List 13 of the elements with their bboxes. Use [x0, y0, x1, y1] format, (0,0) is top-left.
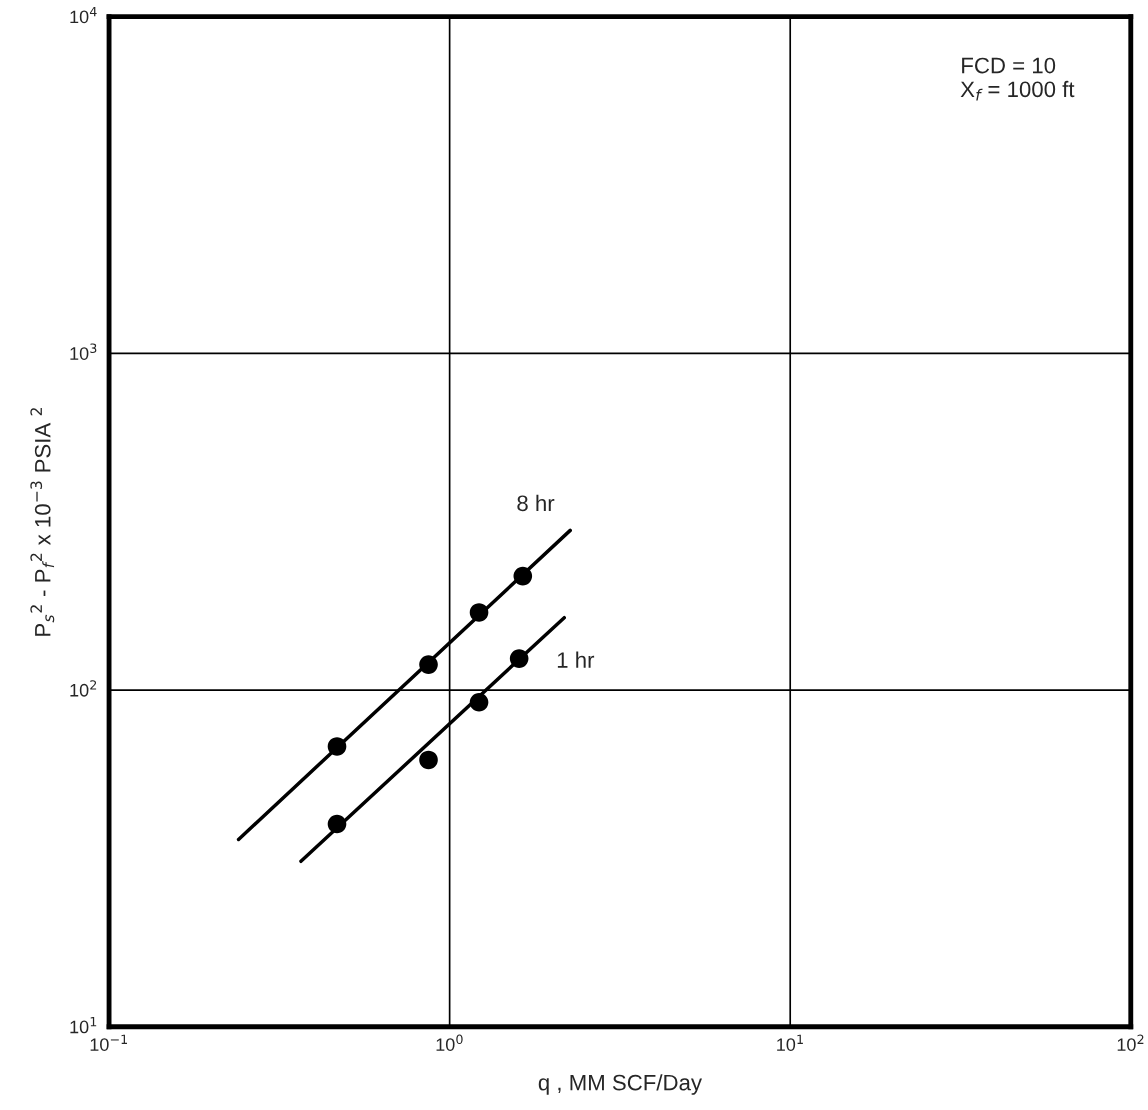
- y-tick-label: 10$^{4}$: [70, 6, 97, 24]
- y-tick-label: 10$^{3}$: [70, 343, 97, 360]
- series-label: 8 hr: [517, 494, 555, 512]
- y-tick-label: 10$^{2}$: [70, 680, 97, 697]
- x-tick-label: 10$^{−1}$: [90, 1034, 128, 1051]
- x-axis-title: q , MM SCF/Day: [538, 1074, 702, 1095]
- series-label: 1 hr: [557, 651, 595, 668]
- x-tick-label: 10$^{2}$: [1117, 1034, 1144, 1051]
- text: P$_{s}$$^{2}$ - P$_{f}$$^{2}$ x 10$^{−3}$ PSIA $^{2}$: [30, 408, 55, 636]
- x-tick-label: 10$^{1}$: [777, 1034, 803, 1051]
- y-tick-label: 10$^{1}$: [70, 1017, 97, 1034]
- annotation: FCD = 10 X$_{f}$ = 1000 ft: [960, 57, 1075, 101]
- x-tick-label: 10$^{0}$: [436, 1034, 463, 1051]
